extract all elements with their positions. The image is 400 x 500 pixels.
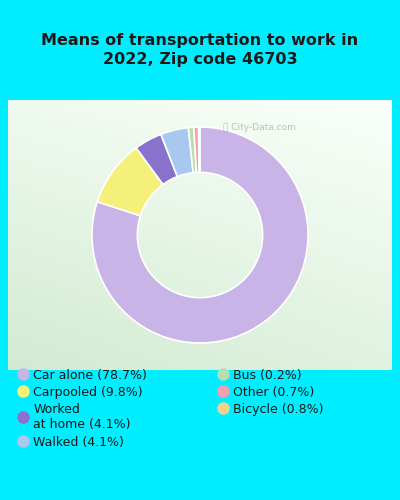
Text: ⓘ City-Data.com: ⓘ City-Data.com [223, 122, 296, 132]
Wedge shape [92, 127, 308, 343]
Wedge shape [194, 127, 199, 172]
Wedge shape [188, 127, 196, 172]
Wedge shape [199, 127, 200, 172]
Wedge shape [97, 148, 163, 216]
Legend: Bus (0.2%), Other (0.7%), Bicycle (0.8%): Bus (0.2%), Other (0.7%), Bicycle (0.8%) [218, 368, 324, 416]
Wedge shape [161, 128, 193, 176]
Text: Means of transportation to work in
2022, Zip code 46703: Means of transportation to work in 2022,… [42, 32, 358, 68]
Wedge shape [136, 134, 177, 184]
